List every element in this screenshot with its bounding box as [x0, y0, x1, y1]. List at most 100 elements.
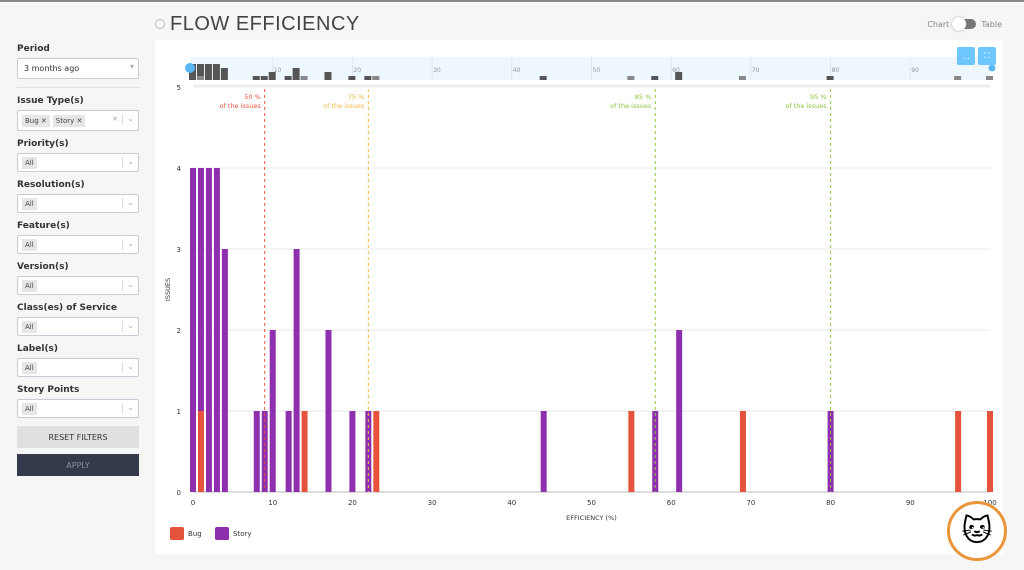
filter-select[interactable]: All ⌄	[17, 358, 139, 377]
bar-story[interactable]	[540, 411, 547, 492]
navigator-bar	[954, 76, 962, 80]
navigator-bar	[986, 76, 993, 80]
percentile-sublabel: of the issues	[610, 102, 652, 110]
filter-value: All	[22, 238, 37, 251]
bar-story[interactable]	[221, 249, 228, 492]
x-tick-label: 0	[191, 499, 195, 507]
filter-label: Resolution(s)	[17, 180, 85, 190]
issue-types-select[interactable]: Bug ✕ Story ✕ ✕ ⌄	[17, 110, 139, 131]
bar-bug[interactable]	[301, 411, 308, 492]
y-tick-label: 4	[177, 165, 182, 173]
apply-button[interactable]: APPLY	[17, 454, 139, 476]
fullscreen-icon[interactable]: ⛶	[978, 47, 996, 65]
bar-story[interactable]	[213, 168, 220, 492]
x-tick-label: 80	[826, 499, 835, 507]
clear-icon[interactable]: ✕	[112, 115, 118, 123]
navigator-bar	[300, 76, 308, 80]
period-value: 3 months ago	[24, 64, 80, 73]
assistant-avatar[interactable]: 🐱	[947, 501, 1007, 561]
chevron-down-icon: ⌄	[127, 114, 134, 123]
bar-bug[interactable]	[955, 411, 962, 492]
percentile-label: 85 %	[635, 93, 652, 101]
filter-value: All	[22, 197, 37, 210]
navigator-bar	[539, 76, 547, 80]
y-tick-label: 1	[177, 408, 181, 416]
filters-sidebar: Period 3 months ago ▾ Issue Type(s) Bug ✕…	[17, 36, 139, 476]
filter-label: Story Points	[17, 385, 80, 395]
chart-table-toggle[interactable]: Chart Table	[927, 17, 1002, 31]
toggle-switch[interactable]	[952, 17, 977, 31]
navigator-handle-left[interactable]	[185, 63, 195, 73]
divider	[17, 87, 139, 88]
filter-select[interactable]: All ⌄	[17, 276, 139, 295]
chevron-down-icon: ⌄	[127, 362, 134, 371]
filter-select[interactable]: All ⌄	[17, 317, 139, 336]
bar-story[interactable]	[269, 330, 276, 492]
navigator-bar	[260, 76, 268, 80]
bar-story[interactable]	[676, 330, 683, 492]
filter-select[interactable]: All ⌄	[17, 235, 139, 254]
filter-label: Version(s)	[17, 262, 69, 272]
filter-label: Priority(s)	[17, 139, 69, 149]
page-title: FLOW EFFICIENCY	[170, 13, 360, 35]
bar-bug[interactable]	[197, 411, 204, 492]
filter-select[interactable]: All ⌄	[17, 153, 139, 172]
bar-story[interactable]	[190, 168, 196, 492]
navigator-handle-right[interactable]	[988, 64, 996, 72]
x-tick-label: 20	[348, 499, 357, 507]
toggle-chart-label: Chart	[927, 19, 950, 29]
filter-select[interactable]: All ⌄	[17, 399, 139, 418]
chart-card: 0 1 2 3 4 5 0 10 10 20 20 30 30 40 40 50 50 60 60 70 70 80 80 9…	[155, 40, 1003, 554]
bar-bug[interactable]	[987, 411, 993, 492]
bar-story[interactable]	[197, 168, 204, 411]
navigator-bar	[196, 76, 204, 80]
navigator-bar	[675, 72, 683, 80]
navigator-bar	[196, 64, 204, 76]
bar-bug[interactable]	[373, 411, 380, 492]
legend-swatch[interactable]	[170, 527, 184, 540]
bar-story[interactable]	[293, 249, 300, 492]
bar-story[interactable]	[349, 411, 356, 492]
navigator-tick-label: 80	[832, 67, 840, 74]
bar-story[interactable]	[253, 411, 260, 492]
info-icon[interactable]	[155, 19, 165, 29]
navigator-bar	[252, 76, 260, 80]
reset-filters-button[interactable]: RESET FILTERS	[17, 426, 139, 448]
navigator-bar	[284, 76, 292, 80]
x-tick-label: 70	[746, 499, 755, 507]
filter-select[interactable]: All ⌄	[17, 194, 139, 213]
legend-swatch[interactable]	[215, 527, 229, 540]
bar-bug[interactable]	[739, 411, 746, 492]
x-tick-label: 90	[906, 499, 915, 507]
bar-story[interactable]	[205, 168, 212, 492]
bar-story[interactable]	[325, 330, 332, 492]
x-axis-label: EFFICIENCY (%)	[566, 514, 617, 522]
period-select[interactable]: 3 months ago ▾	[17, 58, 139, 79]
toggle-table-label: Table	[981, 19, 1002, 29]
y-axis-label: ISSUES	[164, 278, 172, 301]
navigator-bar	[627, 76, 635, 80]
navigator-tick-label: 90	[911, 67, 919, 74]
issue-types-label: Issue Type(s)	[17, 96, 84, 106]
bar-story[interactable]	[285, 411, 292, 492]
navigator-tick-label: 30	[433, 67, 441, 74]
legend-label[interactable]: Story	[233, 530, 252, 538]
y-tick-label: 0	[177, 489, 181, 497]
chevron-down-icon: ⌄	[127, 157, 134, 166]
legend-label[interactable]: Bug	[188, 530, 202, 538]
navigator-bar	[220, 68, 228, 80]
filter-value: All	[22, 320, 37, 333]
chevron-down-icon: ⌄	[127, 403, 134, 412]
chevron-down-icon: ⌄	[127, 280, 134, 289]
chevron-down-icon: ⌄	[127, 321, 134, 330]
percentile-label: 75 %	[348, 93, 365, 101]
filter-value: All	[22, 402, 37, 415]
navigator-tick-label: 20	[353, 67, 361, 74]
period-label: Period	[17, 44, 50, 54]
menu-button[interactable]: ...	[957, 47, 975, 65]
bar-bug[interactable]	[628, 411, 635, 492]
navigator-bar	[364, 76, 372, 80]
navigator-tick-label: 70	[752, 67, 760, 74]
navigator[interactable]	[190, 57, 990, 80]
navigator-bar	[212, 64, 220, 80]
